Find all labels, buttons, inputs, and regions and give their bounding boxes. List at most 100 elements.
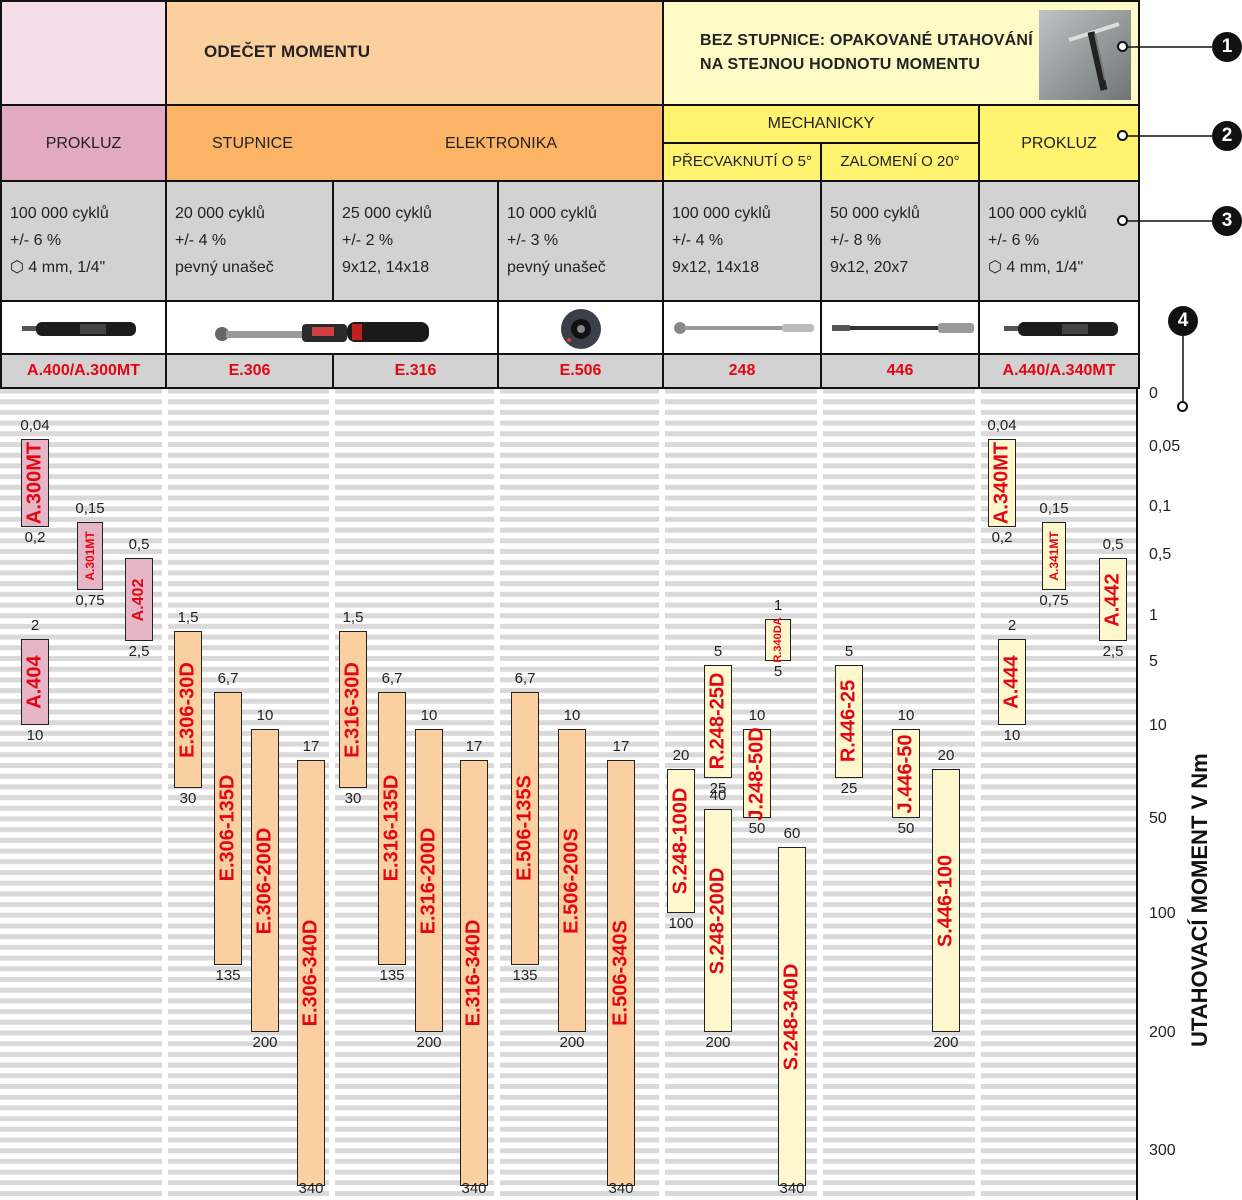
bar-min-label: 10 xyxy=(748,707,766,724)
y-tick-label: 0 xyxy=(1149,385,1158,402)
bar-max-label: 135 xyxy=(215,966,241,984)
range-bar: A.300MT xyxy=(21,439,49,527)
range-bar: J.248-50D xyxy=(743,726,771,821)
bar-min-label: 6,7 xyxy=(217,670,239,688)
callout-dot xyxy=(1117,215,1128,226)
bar-min-label: 60 xyxy=(783,824,801,842)
model-cell-4: E.506 xyxy=(497,353,664,389)
type-precvaknuti: PŘECVAKNUTÍ O 5° xyxy=(672,153,812,170)
header-odecet-cell: ODEČET MOMENTU xyxy=(165,0,664,106)
spec-line: 100 000 cyklů xyxy=(672,205,771,222)
type-mechanicky-cell: MECHANICKY xyxy=(662,104,980,144)
t-handle-wrench-icon xyxy=(1039,10,1131,100)
type-zalomeni: ZALOMENÍ O 20° xyxy=(840,153,960,170)
range-bar: A.402 xyxy=(125,558,153,642)
bar-label: R.446-25 xyxy=(837,680,860,763)
range-bar: E.306-340D xyxy=(297,759,325,1187)
range-bar: E.306-200D xyxy=(251,729,279,1032)
bar-min-label: 1,5 xyxy=(177,608,199,626)
screwdriver-icon xyxy=(1004,322,1118,336)
bar-min-label: 6,7 xyxy=(381,670,403,688)
bar-max-label: 50 xyxy=(748,820,766,837)
bar-min-label: 10 xyxy=(563,707,581,724)
bar-max-label: 30 xyxy=(344,790,362,808)
spec-line: pevný unašeč xyxy=(507,259,606,276)
bar-max-label: 340 xyxy=(608,1180,634,1197)
callout-dot xyxy=(1177,401,1188,412)
model-code: A.440/A.340MT xyxy=(1002,362,1116,379)
bar-label: A.402 xyxy=(130,578,147,621)
bar-min-label: 0,15 xyxy=(1039,500,1069,518)
y-tick-label: 0,1 xyxy=(1149,498,1172,515)
spec-line: +/- 4 % xyxy=(672,232,724,249)
bar-min-label: 2 xyxy=(1007,616,1017,634)
spec-cell-4: 10 000 cyklů +/- 3 % pevný unašeč xyxy=(497,180,664,302)
type-elektronika: ELEKTRONIKA xyxy=(445,135,558,152)
type-odecet-cell: STUPNICE ELEKTRONIKA xyxy=(165,104,664,182)
bar-label: E.306-200D xyxy=(253,827,276,934)
bar-max-label: 2,5 xyxy=(128,643,150,661)
bar-label: R.340DA xyxy=(772,617,784,663)
model-code: E.306 xyxy=(228,362,271,379)
torque-adapter-icon xyxy=(561,309,601,349)
bar-min-label: 0,15 xyxy=(75,500,105,518)
tool-cell-1 xyxy=(0,300,167,355)
bar-min-label: 0,5 xyxy=(128,536,150,553)
bar-min-label: 17 xyxy=(612,737,630,755)
spec-line: 9x12, 20x7 xyxy=(830,259,909,276)
range-bar: R.446-25 xyxy=(835,665,863,778)
spec-line: 10 000 cyklů xyxy=(507,205,597,222)
spec-line: +/- 8 % xyxy=(830,232,882,249)
model-cell-7: A.440/A.340MT xyxy=(978,353,1140,389)
spec-line: +/- 2 % xyxy=(342,232,394,249)
range-bar: J.446-50 xyxy=(892,729,920,818)
bar-min-label: 5 xyxy=(844,643,854,660)
spec-line: 9x12, 14x18 xyxy=(342,259,430,276)
bar-max-label: 2,5 xyxy=(1102,643,1124,661)
spec-line: 50 000 cyklů xyxy=(830,205,920,222)
callout-dot xyxy=(1117,41,1128,52)
spec-line: +/- 3 % xyxy=(507,232,559,249)
bar-max-label: 340 xyxy=(461,1180,487,1197)
bar-max-label: 340 xyxy=(779,1180,805,1197)
header-bez-cell: BEZ STUPNICE: OPAKOVANÉ UTAHOVÁNÍ NA STE… xyxy=(662,0,1140,106)
model-cell-6: 446 xyxy=(820,353,980,389)
range-bar: A.341MT xyxy=(1042,522,1066,590)
range-bar: R.248-25D xyxy=(704,665,732,778)
bar-min-label: 0,5 xyxy=(1102,536,1124,553)
torque-wrench-icon xyxy=(215,322,429,342)
spec-line: 100 000 cyklů xyxy=(10,205,109,222)
bar-label: E.306-30D xyxy=(176,661,199,758)
range-bar: E.316-30D xyxy=(339,630,367,789)
model-cell-2: E.306 xyxy=(165,353,334,389)
bar-min-label: 10 xyxy=(897,707,915,724)
callout-2-badge: 2 xyxy=(1212,121,1242,151)
callout-lines xyxy=(1124,46,1213,402)
y-tick-label: 1 xyxy=(1149,607,1158,624)
y-tick-label: 200 xyxy=(1149,1024,1176,1041)
bar-label: S.248-340D xyxy=(780,963,803,1071)
type-prokluz-right: PROKLUZ xyxy=(1021,135,1097,152)
bar-min-label: 0,04 xyxy=(20,417,50,435)
bar-label: J.248-50D xyxy=(745,726,768,821)
type-prokluz-left-cell: PROKLUZ xyxy=(0,104,167,182)
spec-line: ⬡ 4 mm, 1/4" xyxy=(10,259,106,276)
range-bar: S.248-200D xyxy=(704,809,732,1032)
bar-max-label: 200 xyxy=(705,1034,731,1051)
spec-cell-1: 100 000 cyklů +/- 6 % ⬡ 4 mm, 1/4" xyxy=(0,180,167,302)
bar-label: A.442 xyxy=(1101,572,1124,627)
bar-max-label: 200 xyxy=(416,1034,442,1051)
bar-max-label: 10 xyxy=(1003,727,1021,744)
y-tick-label: 0,5 xyxy=(1149,546,1172,563)
bar-label: A.341MT xyxy=(1047,531,1061,581)
bar-min-label: 40 xyxy=(709,787,727,805)
range-bar: E.306-30D xyxy=(174,630,202,789)
bar-label: S.248-200D xyxy=(706,867,729,974)
spec-line: +/- 4 % xyxy=(175,232,227,249)
bar-min-label: 20 xyxy=(672,747,690,765)
y-axis-label: UTAHOVACÍ MOMENT V Nm xyxy=(1187,753,1212,1047)
bar-label: E.316-340D xyxy=(462,919,485,1027)
bar-label: J.446-50 xyxy=(894,734,917,813)
break-wrench-icon xyxy=(832,323,974,333)
bar-min-label: 6,7 xyxy=(514,670,536,688)
